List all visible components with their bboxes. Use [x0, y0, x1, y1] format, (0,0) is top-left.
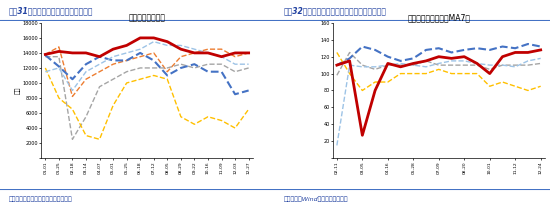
Y-axis label: 架次: 架次	[15, 87, 21, 94]
Text: 资料来源：Wind，国盛证券研究所: 资料来源：Wind，国盛证券研究所	[283, 197, 348, 202]
Title: 整车货运流量指数（MA7）: 整车货运流量指数（MA7）	[408, 13, 470, 22]
Text: 图表32：近半月全国整车货运流量指数环比续升: 图表32：近半月全国整车货运流量指数环比续升	[283, 6, 386, 15]
Text: 资料来源：航班管家，国盛证券研究所: 资料来源：航班管家，国盛证券研究所	[8, 197, 72, 202]
Title: 商业航班执飞数量: 商业航班执飞数量	[129, 13, 166, 22]
Text: 图表31：近半月航班执飞环比再度回升: 图表31：近半月航班执飞环比再度回升	[8, 6, 93, 15]
